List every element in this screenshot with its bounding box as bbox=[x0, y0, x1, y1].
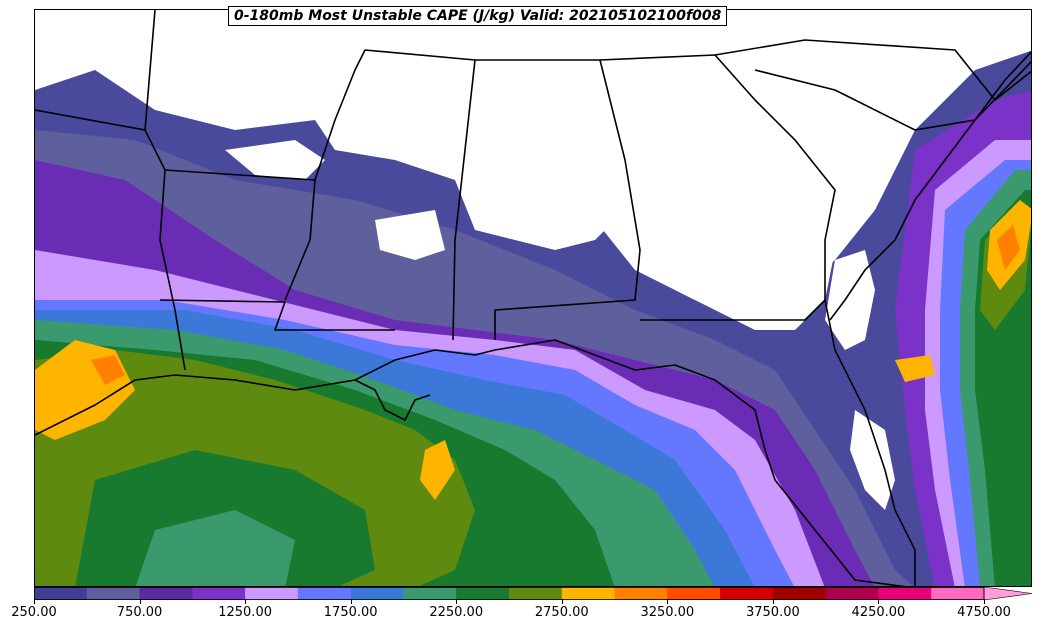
colorbar-swatch bbox=[509, 587, 563, 600]
boundary-lines bbox=[35, 10, 1031, 586]
no-cape-tn-al bbox=[445, 60, 655, 250]
colorbar-tick bbox=[878, 599, 880, 604]
mississippi-border bbox=[314, 49, 476, 341]
colorbar-swatch bbox=[403, 587, 457, 600]
louisiana-north-border bbox=[159, 299, 395, 331]
colorbar-tick-label: 2250.00 bbox=[429, 605, 484, 620]
cape-orangered-texas bbox=[91, 355, 125, 385]
gulf-coast bbox=[35, 349, 496, 436]
colorbar-tick-label: 4750.00 bbox=[957, 605, 1011, 620]
colorbar-tick-label: 4250.00 bbox=[851, 605, 906, 620]
colorbar-tick-label: 2750.00 bbox=[534, 605, 589, 620]
louisiana-delta bbox=[354, 379, 431, 421]
texas-louisiana-border bbox=[159, 169, 186, 371]
colorbar-swatch bbox=[456, 587, 510, 600]
atlantic-coast bbox=[829, 50, 1031, 321]
georgia-border bbox=[599, 54, 836, 321]
colorbar-swatch bbox=[878, 587, 932, 600]
colorbar-tick-label: 3250.00 bbox=[640, 605, 695, 620]
colorbar-swatch bbox=[245, 587, 299, 600]
colorbar-extend-arrow bbox=[983, 587, 1032, 600]
sc-border bbox=[754, 60, 1031, 131]
cape-orange-gulf bbox=[420, 440, 455, 500]
colorbar-tick bbox=[984, 599, 985, 604]
colorbar-tick-label: 250.00 bbox=[11, 605, 57, 620]
colorbar-tick-label: 3750.00 bbox=[745, 605, 800, 620]
colorbar-swatches bbox=[34, 587, 1032, 600]
colorbar bbox=[34, 587, 1032, 600]
colorbar-border bbox=[34, 587, 985, 600]
no-cape-fl-peninsula bbox=[850, 410, 895, 510]
colorbar-tick-label: 750.00 bbox=[116, 605, 163, 620]
colorbar-tick bbox=[561, 599, 563, 604]
colorbar-swatch bbox=[825, 587, 879, 600]
colorbar-swatch bbox=[34, 587, 88, 600]
cape-atlantic-deeporange bbox=[997, 225, 1020, 270]
colorbar-tick bbox=[667, 599, 669, 604]
cape-map bbox=[35, 10, 1031, 586]
colorbar-swatch bbox=[192, 587, 246, 600]
colorbar-tick bbox=[245, 599, 247, 604]
colorbar-swatch bbox=[931, 587, 985, 600]
colorbar-tick-label: 1750.00 bbox=[323, 605, 378, 620]
colorbar-swatch bbox=[614, 587, 668, 600]
colorbar-tick bbox=[456, 599, 458, 604]
colorbar-swatch bbox=[667, 587, 721, 600]
colorbar-swatch bbox=[350, 587, 404, 600]
map-title: 0-180mb Most Unstable CAPE (J/kg) Valid:… bbox=[228, 6, 728, 26]
no-cape-ar bbox=[225, 140, 325, 180]
colorbar-tick bbox=[139, 599, 141, 604]
colorbar-swatch bbox=[561, 587, 616, 600]
no-cape-ga bbox=[655, 210, 835, 330]
colorbar-tick bbox=[772, 599, 774, 604]
florida-outline bbox=[494, 299, 916, 586]
map-panel bbox=[34, 9, 1032, 587]
cape-fill-layer bbox=[35, 10, 1031, 586]
colorbar-swatch bbox=[86, 587, 141, 600]
no-cape-ms bbox=[375, 210, 445, 260]
colorbar-tick bbox=[34, 599, 35, 604]
colorbar-tick bbox=[350, 599, 352, 604]
cape-nearshore-orange bbox=[895, 355, 935, 382]
colorbar-swatch bbox=[720, 587, 774, 600]
colorbar-swatch bbox=[139, 587, 193, 600]
cape-teal-inner bbox=[135, 510, 295, 586]
colorbar-tick-label: 1250.00 bbox=[218, 605, 272, 620]
carolinas-border bbox=[714, 39, 1031, 101]
colorbar-swatch bbox=[772, 587, 827, 600]
colorbar-swatch bbox=[297, 587, 352, 600]
